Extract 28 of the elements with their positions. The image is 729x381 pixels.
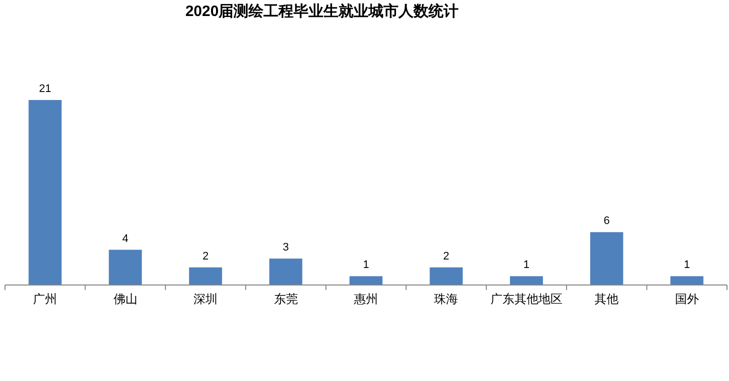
data-label: 4 <box>122 232 128 245</box>
x-tick-label: 深圳 <box>194 292 218 306</box>
x-tick-label: 珠海 <box>434 292 458 306</box>
bar <box>350 276 382 285</box>
x-tick-label: 惠州 <box>353 292 378 306</box>
data-label: 3 <box>282 242 289 254</box>
x-tick-label: 东莞 <box>274 292 298 306</box>
x-tick-label: 国外 <box>674 292 699 306</box>
x-tick-label: 广州 <box>33 292 58 306</box>
x-tick-label: 其他 <box>594 292 619 306</box>
x-tick-label: 佛山 <box>113 292 138 306</box>
data-label: 21 <box>38 83 52 95</box>
data-label: 2 <box>202 250 209 262</box>
bar <box>430 267 463 285</box>
bar <box>670 276 704 285</box>
chart-title: 2020届测绘工程毕业生就业城市人数统计 <box>185 2 459 20</box>
bar <box>28 100 62 285</box>
bar <box>108 250 142 285</box>
data-label: 2 <box>443 250 450 262</box>
data-label: 1 <box>684 259 690 272</box>
bar <box>189 267 222 285</box>
bar <box>590 232 624 285</box>
x-tick-label: 广东其他地区 <box>490 292 562 306</box>
bar <box>269 258 302 285</box>
data-label: 1 <box>362 259 370 272</box>
data-label: 1 <box>523 259 530 272</box>
data-label: 6 <box>604 215 610 228</box>
bar <box>510 276 543 285</box>
